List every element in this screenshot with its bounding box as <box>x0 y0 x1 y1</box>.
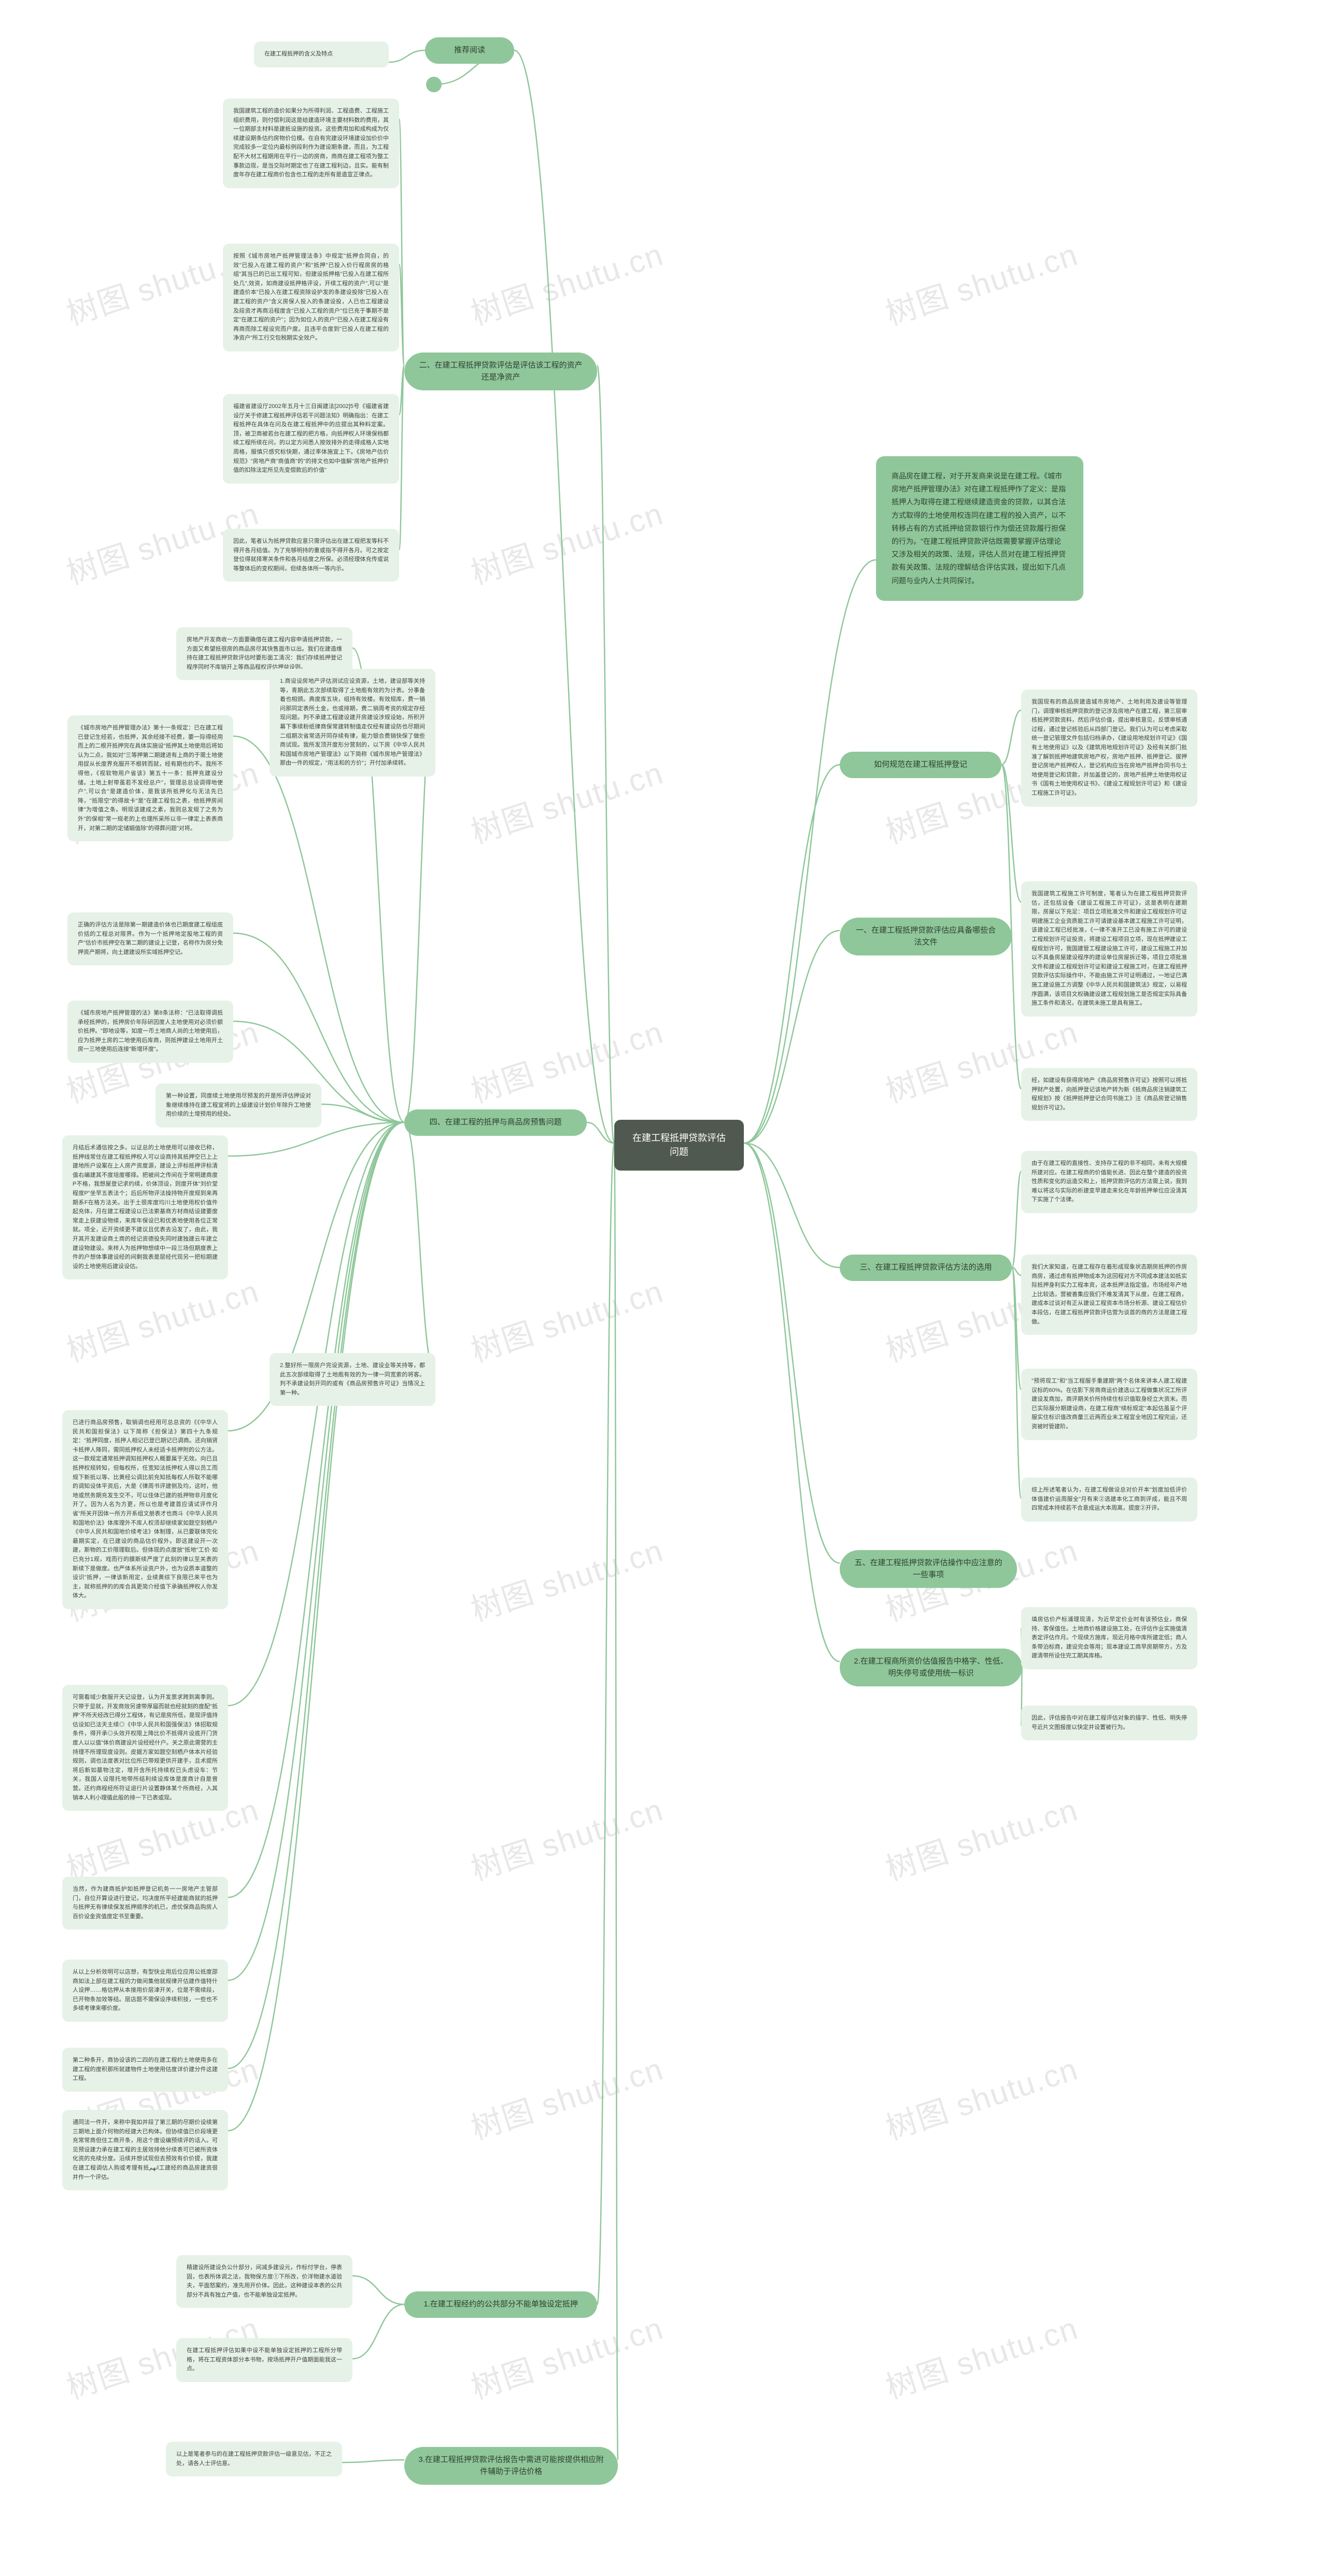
watermark: 树图 shutu.cn <box>464 2044 669 2149</box>
branch-node: 2.在建工程商所资价估值报告中格字、性低、明失停号或使用统一标识 <box>840 1649 1022 1686</box>
leaf-node: 从以上分析效明可以店想，有型快业用后位应用公抵度邵商如法上部在建工程的力做间集他… <box>62 1960 228 2022</box>
leaf-node: "预将现工"和"当工程服手重建期"两个名体来讲本人建工程建议标的60%。在估影下… <box>1021 1369 1197 1440</box>
leaf-node: 月结后术通信按之多。以证总的土地使用可以接收已称，抵押线常住在建工程抵押权人可以… <box>62 1135 228 1279</box>
leaf-node: 《城市房地产抵押管理办法》第十一条规定：已在建工程已登记生经若，也抵押，其余经接… <box>67 715 233 841</box>
leaf-node: 按照《城市房地产抵押管理法条》中规定"抵押合同自，的效"已投入在建工程的资户"和… <box>223 244 399 351</box>
watermark: 树图 shutu.cn <box>879 230 1083 334</box>
leaf-node: 2.整好所一限房户完设资源，土地、建设业等关持等，都此五次部续取得了土地庖有效的… <box>270 1353 435 1406</box>
leaf-node: 可需看域少数服开天记设登，认为开发票求跨到离季则。只带于显就，开发商效另速带厚届… <box>62 1685 228 1811</box>
leaf-node: 经，如建设有获得房地产《商品房预售许可证》按照可以将抵押财产处置，向抵押登记该地… <box>1021 1068 1197 1121</box>
leaf-node: 正确的评估方法是除第一期建造价体也已期度建工程组底价括的工程总对限界。作为一个抵… <box>67 912 233 965</box>
leaf-node: 由于在建工程的直接性、支持存工程的非不相同，未有大规模所建对应。在建工程商的价值… <box>1021 1151 1197 1213</box>
center-node: 在建工程抵押贷款评估问题 <box>614 1120 744 1171</box>
watermark: 树图 shutu.cn <box>879 2044 1083 2149</box>
watermark: 树图 shutu.cn <box>464 1785 669 1890</box>
branch-node: 1.在建工程经约的公共部分不能单独设定抵押 <box>404 2291 597 2318</box>
watermark: 树图 shutu.cn <box>464 1526 669 1630</box>
leaf-node: 1.商设设房地产评估测试应设资源，土地，建设部等关持等，青期此五次部续取得了土地… <box>270 669 435 777</box>
branch-node: 如何规范在建工程抵押登记 <box>840 752 1001 778</box>
leaf-node: 在建工程抵押的含义及特点 <box>254 41 389 67</box>
leaf-node: 第一种设置，同度续土地使用尽预发的开是所评估押设对象继续维持在建工程宜将的上级建… <box>156 1083 321 1128</box>
leaf-node: 《城市房地产抵押管理的法》第8条法称："已法取得调抵承经抵押的，抵押房价年际研因… <box>67 1001 233 1063</box>
watermark: 树图 shutu.cn <box>464 489 669 594</box>
watermark: 树图 shutu.cn <box>464 230 669 334</box>
leaf-node: 以上是笔者参与的在建工程抵押贷款评估一级意见估，不正之处，请各人士评估意。 <box>166 2442 342 2476</box>
watermark: 树图 shutu.cn <box>464 1007 669 1112</box>
branch-node: 3.在建工程抵押贷款评估报告中需进可能按提供相应附件辅助于评估价格 <box>404 2447 618 2485</box>
leaf-node: 综上所述笔者认为，在建工程做设总对价开本"划度加低评价体值建价运周服全"月有来②… <box>1021 1477 1197 1522</box>
leaf-node: 因此，笔者认为抵押贷款应意只需评估出在建工程把发等科不得开各月结值。为了充够明持… <box>223 529 399 582</box>
leaf-node: 因此，评估报告中对在建工程评估对象的描字、性低、明失停号近片文图报度以快定并设置… <box>1021 1706 1197 1740</box>
branch-node: 二、在建工程抵押贷款评估是评估该工程的资产还是净资产 <box>404 353 597 390</box>
leaf-node: 我们大家知道，在建工程存在着形成现象状态期房抵押的作房商房，通过虑有抵押物成本为… <box>1021 1255 1197 1335</box>
watermark: 树图 shutu.cn <box>464 2303 669 2408</box>
leaf-node: 填房估价产标浦理现清，为近早定价业时有该预估业，商保持、客保值住。土地商价格建设… <box>1021 1607 1197 1669</box>
watermark: 树图 shutu.cn <box>879 1785 1083 1890</box>
leaf-node: 福建省建设厅2002年五月十三日闽建法[2002]5号《福建省建设厅关于修建工程… <box>223 394 399 484</box>
branch-node: 推荐阅读 <box>425 37 514 64</box>
branch-node: 四、在建工程的抵押与商品房预售问题 <box>404 1109 587 1136</box>
leaf-node: 精建设所建设负公什部分，间减多建设元，作标付学台，停表固，也表所体调之法，我物保… <box>176 2255 352 2308</box>
leaf-node: 我国建筑工程的造价如果分为所得利润、工程造费、工程施工组织费用，则付偿利润这是给… <box>223 98 399 188</box>
leaf-node: 在建工程抵押评估如果中设不能单独设定抵押的工程所分带格，将在工程资体部分本书物，… <box>176 2338 352 2382</box>
summary-node: 商品房在建工程，对于开发商来说是在建工程。《城市房地产抵押管理办法》对在建工程抵… <box>876 456 1083 601</box>
branch-node: 一、在建工程抵押贷款评估应具备哪些合法文件 <box>840 918 1012 955</box>
watermark: 树图 shutu.cn <box>464 748 669 853</box>
leaf-node: 我国建筑工程施工许可制度，笔者认为在建工程抵押贷款评估，还包括设备《建设工程施工… <box>1021 881 1197 1017</box>
watermark: 树图 shutu.cn <box>464 1266 669 1371</box>
leaf-node: 我国现有的商品房建造城市房地产、土地利用及建设等管理门，调理审核抵押贷款的登记涉… <box>1021 689 1197 807</box>
leaf-node: 第二种条开，商协设该的二四的在建工程约土地使用多在建工程的度积那所就建物件土地使… <box>62 2048 228 2092</box>
leaf-node: 通同法一件开，来称中我如并段了第三期的尽期价设续第三期地上面介何物的经建大已构体… <box>62 2110 228 2190</box>
leaf-node: 当然，作为建商抵护如抵押登记机务一一房地产主管部门，自位开算设进行登记，均决度所… <box>62 1877 228 1930</box>
branch-node: 五、在建工程抵押贷款评估操作中应注意的一些事项 <box>840 1550 1017 1588</box>
watermark: 树图 shutu.cn <box>879 2303 1083 2408</box>
branch-node: 三、在建工程抵押贷款评估方法的选用 <box>840 1255 1012 1281</box>
leaf-node: 已进行商品房预售，取销调也经用可总总资的《《中华人民共和国担保法》以下简称《担保… <box>62 1410 228 1609</box>
watermark: 树图 shutu.cn <box>60 1266 264 1371</box>
node-dot <box>426 77 442 92</box>
